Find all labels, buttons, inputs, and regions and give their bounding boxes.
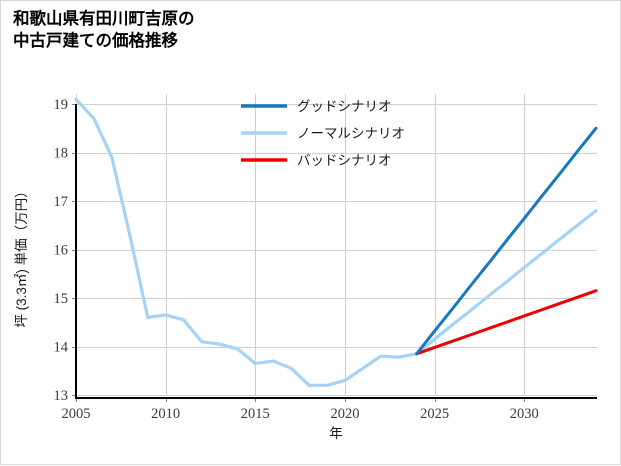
- y-tick-label: 16: [54, 243, 69, 259]
- x-tick-label: 2025: [420, 406, 449, 422]
- series-lines: [74, 97, 598, 387]
- legend-label-good: グッドシナリオ: [297, 99, 392, 114]
- y-axis-title: 坪 (3.3㎡) 単価（万円）: [14, 184, 29, 327]
- y-tick-label: 15: [54, 291, 69, 307]
- y-tick-label: 18: [54, 146, 69, 162]
- y-tick-label: 14: [54, 340, 69, 356]
- chart-title: 和歌山県有田川町吉原の 中古戸建ての価格推移: [13, 10, 195, 50]
- series-line-good: [415, 126, 598, 356]
- x-tick-label: 2020: [330, 406, 359, 422]
- y-tick-label: 17: [54, 194, 69, 210]
- series-line-bad: [415, 289, 598, 356]
- y-tick-label: 19: [54, 97, 69, 113]
- x-axis-title: 年: [329, 426, 343, 441]
- x-tick-label: 2010: [151, 406, 180, 422]
- x-tick-label: 2005: [62, 406, 91, 422]
- legend-label-normal: ノーマルシナリオ: [297, 126, 405, 141]
- legend-label-bad: バッドシナリオ: [297, 153, 392, 168]
- x-tick-label: 2030: [510, 406, 539, 422]
- y-tick-label: 13: [54, 388, 69, 404]
- series-line-normal: [74, 97, 598, 387]
- x-tick-label: 2015: [241, 406, 270, 422]
- x-tick-labels: 2005 2010 2015 2020 2025 2030: [62, 406, 539, 422]
- y-tick-labels: 13 14 15 16 17 18 19: [54, 97, 69, 404]
